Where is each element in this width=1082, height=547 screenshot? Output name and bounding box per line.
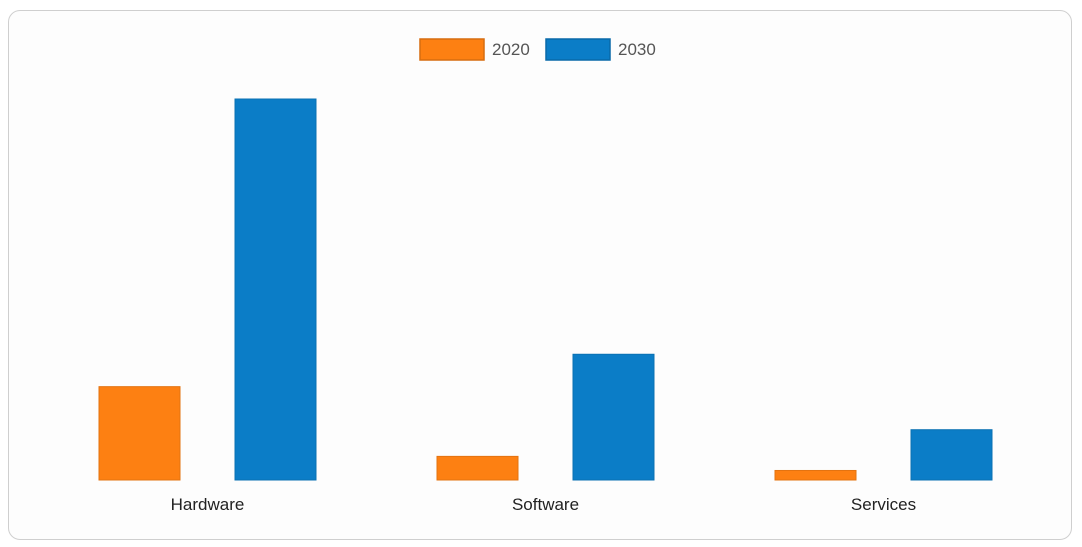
bar-hardware-2020[interactable] xyxy=(98,386,181,481)
bar-software-2020[interactable] xyxy=(436,455,519,481)
bar-services-2020[interactable] xyxy=(774,469,857,481)
chart-card xyxy=(8,10,1072,540)
x-axis-ticks: Hardware Software Services xyxy=(171,495,916,514)
x-tick-label-software: Software xyxy=(512,495,579,514)
bar-software-2030[interactable] xyxy=(572,353,655,481)
legend: 2020 2030 xyxy=(419,38,656,61)
legend-label-2020: 2020 xyxy=(492,40,530,59)
legend-swatch-2030[interactable] xyxy=(545,38,611,61)
bar-hardware-2030[interactable] xyxy=(234,98,317,481)
legend-swatch-2020[interactable] xyxy=(419,38,485,61)
bars-group xyxy=(98,98,993,481)
legend-label-2030: 2030 xyxy=(618,40,656,59)
bar-services-2030[interactable] xyxy=(910,429,993,481)
x-tick-label-services: Services xyxy=(851,495,916,514)
x-tick-label-hardware: Hardware xyxy=(171,495,245,514)
